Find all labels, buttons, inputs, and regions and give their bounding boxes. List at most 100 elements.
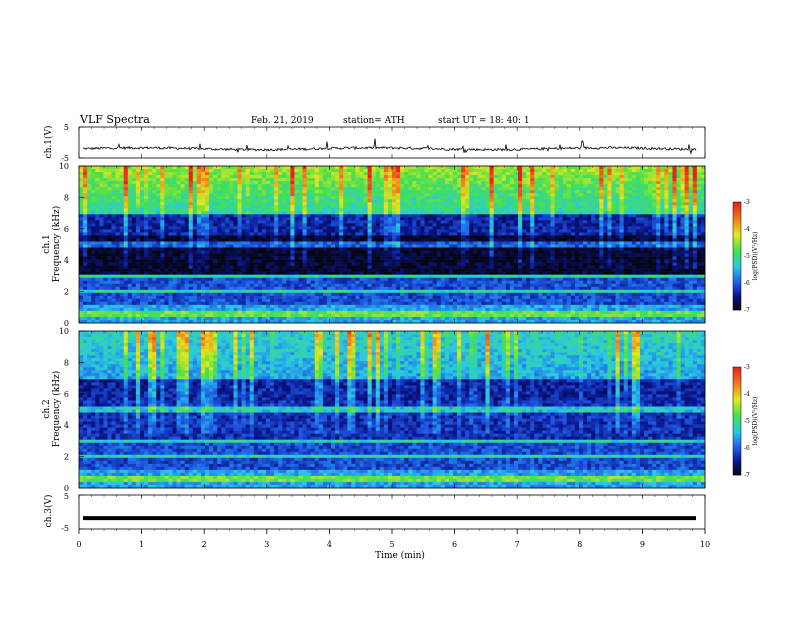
spectrogram-cell (124, 226, 128, 229)
spectrogram-cell (355, 217, 359, 220)
spectrogram-cell (152, 241, 156, 244)
spectrogram-cell (579, 248, 583, 251)
spectrogram-cell (225, 254, 229, 257)
spectrogram-cell (624, 208, 628, 211)
spectrogram-cell (416, 181, 420, 184)
spectrogram-cell (238, 196, 242, 199)
spectrogram-cell (542, 241, 546, 244)
spectrogram-cell (311, 199, 315, 202)
spectrogram-cell (652, 257, 656, 260)
spectrogram-cell (481, 166, 485, 169)
spectrogram-cell (91, 178, 95, 181)
spectrogram-cell (355, 254, 359, 257)
spectrogram-cell (668, 166, 672, 169)
spectrogram-cell (494, 181, 498, 184)
spectrogram-cell (209, 202, 213, 205)
spectrogram-cell (148, 190, 152, 193)
spectrogram-cell (120, 184, 124, 187)
spectrogram-cell (624, 175, 628, 178)
spectrogram-cell (571, 254, 575, 257)
spectrogram-cell (335, 193, 339, 196)
spectrogram-cell (490, 190, 494, 193)
spectrogram-cell (124, 166, 128, 169)
spectrogram-cell (132, 172, 136, 175)
spectrogram-cell (579, 260, 583, 263)
spectrogram-cell (640, 260, 644, 263)
spectrogram-cell (372, 175, 376, 178)
spectrogram-cell (599, 211, 603, 214)
spectrogram-cell (384, 238, 388, 241)
spectrogram-cell (286, 235, 290, 238)
spectrogram-cell (140, 251, 144, 254)
spectrogram-cell (229, 199, 233, 202)
spectrogram-cell (364, 172, 368, 175)
spectrogram-cell (144, 220, 148, 223)
spectrogram-cell (628, 260, 632, 263)
spectrogram-cell (392, 254, 396, 257)
spectrogram-cell (518, 196, 522, 199)
spectrogram-cell (555, 193, 559, 196)
spectrogram-cell (242, 238, 246, 241)
spectrogram-cell (530, 187, 534, 190)
spectrogram-cell (396, 193, 400, 196)
spectrogram-cell (278, 166, 282, 169)
spectrogram-cell (599, 223, 603, 226)
spectrogram-cell (128, 199, 132, 202)
spectrogram-cell (376, 211, 380, 214)
spectrogram-cell (160, 251, 164, 254)
spectrogram-cell (396, 229, 400, 232)
spectrogram-cell (388, 214, 392, 217)
spectrogram-cell (136, 226, 140, 229)
spectrogram-cell (567, 175, 571, 178)
spectrogram-cell (648, 193, 652, 196)
spectrogram-cell (221, 238, 225, 241)
spectrogram-cell (205, 223, 209, 226)
spectrogram-cell (359, 229, 363, 232)
spectrogram-cell (616, 217, 620, 220)
spectrogram-cell (254, 260, 258, 263)
spectrogram-cell (303, 226, 307, 229)
spectrogram-cell (660, 217, 664, 220)
spectrogram-cell (185, 220, 189, 223)
spectrogram-cell (465, 220, 469, 223)
spectrogram-cell (311, 248, 315, 251)
spectrogram-cell (628, 172, 632, 175)
spectrogram-cell (83, 193, 87, 196)
spectrogram-cell (449, 211, 453, 214)
spectrogram-cell (681, 184, 685, 187)
spectrogram-cell (668, 232, 672, 235)
spectrogram-cell (603, 187, 607, 190)
spectrogram-cell (221, 260, 225, 263)
spectrogram-cell (270, 208, 274, 211)
spectrogram-cell (681, 245, 685, 248)
spectrogram-cell (164, 181, 168, 184)
spectrogram-cell (668, 238, 672, 241)
spectrogram-cell (672, 257, 676, 260)
spectrogram-cell (567, 169, 571, 172)
spectrogram-cell (668, 214, 672, 217)
spectrogram-cell (128, 245, 132, 248)
spectrogram-cell (364, 214, 368, 217)
spectrogram-cell (546, 184, 550, 187)
spectrogram-cell (648, 211, 652, 214)
spectrogram-cell (685, 181, 689, 184)
spectrogram-cell (392, 169, 396, 172)
spectrogram-cell (103, 193, 107, 196)
spectrogram-cell (254, 187, 258, 190)
spectrogram-cell (79, 199, 83, 202)
spectrogram-cell (144, 214, 148, 217)
spectrogram-cell (327, 251, 331, 254)
spectrogram-cell (112, 245, 116, 248)
spectrogram-cell (603, 260, 607, 263)
spectrogram-cell (164, 232, 168, 235)
spectrogram-cell (254, 193, 258, 196)
spectrogram-cell (189, 175, 193, 178)
spectrogram-cell (242, 184, 246, 187)
spectrogram-cell (201, 202, 205, 205)
spectrogram-cell (603, 181, 607, 184)
spectrogram-cell (400, 241, 404, 244)
spectrogram-cell (372, 178, 376, 181)
spectrogram-cell (603, 166, 607, 169)
spectrogram-cell (140, 235, 144, 238)
spectrogram-cell (278, 193, 282, 196)
